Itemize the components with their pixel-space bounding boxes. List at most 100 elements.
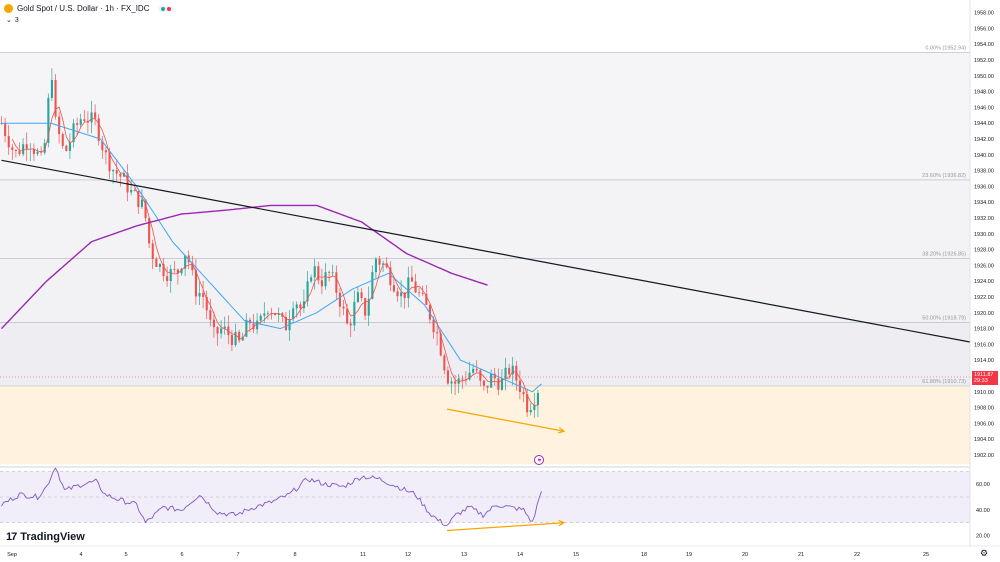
candle-body: [198, 293, 201, 297]
candle-body: [533, 405, 536, 410]
price-divergence-arrow-head: [558, 427, 566, 434]
candle-body: [144, 199, 147, 219]
candle-body: [349, 323, 352, 326]
price-tick-label: 1902.00: [974, 453, 994, 459]
rsi-tick-label: 20.00: [976, 534, 990, 540]
price-tick-label: 1934.00: [974, 200, 994, 206]
candle-body: [43, 142, 46, 153]
candle-body: [457, 378, 460, 384]
price-tick-label: 1942.00: [974, 137, 994, 143]
status-dot-red: [166, 6, 171, 11]
fib-label: 61.80% (1910.73): [922, 379, 966, 385]
candle-body: [194, 270, 197, 297]
candle-body: [389, 267, 392, 286]
time-tick-label: 19: [686, 552, 692, 558]
candle-body: [176, 269, 179, 274]
candle-body: [202, 293, 205, 297]
candle-body: [472, 368, 475, 373]
candle-body: [158, 264, 161, 267]
candle-body: [72, 123, 75, 143]
tradingview-icon: 17: [6, 531, 17, 543]
candle-body: [335, 272, 338, 293]
candle-body: [421, 293, 424, 294]
time-tick-label: 25: [923, 552, 929, 558]
candle-body: [256, 320, 259, 330]
price-tick-label: 1954.00: [974, 42, 994, 48]
candle-body: [47, 97, 50, 143]
candle-body: [295, 304, 298, 309]
fib-label: 23.60% (1936.82): [922, 173, 966, 179]
candle-body: [536, 392, 539, 406]
candle-body: [166, 276, 169, 282]
candle-body: [108, 152, 111, 172]
candle-body: [151, 243, 154, 260]
candle-body: [90, 112, 93, 123]
price-tick-label: 1922.00: [974, 295, 994, 301]
candle-body: [410, 277, 413, 282]
price-tick-label: 1940.00: [974, 153, 994, 159]
candle-body: [137, 190, 140, 208]
candle-body: [403, 292, 406, 299]
candle-body: [461, 378, 464, 380]
candle-body: [432, 319, 435, 333]
chart-legend[interactable]: Gold Spot / U.S. Dollar · 1h · FX_IDC: [4, 4, 174, 13]
candle-body: [266, 312, 269, 314]
trendline: [1, 159, 971, 343]
candle-body: [464, 378, 467, 380]
price-tick-label: 1930.00: [974, 232, 994, 238]
price-tick-label: 1950.00: [974, 74, 994, 80]
price-tick-label: 1936.00: [974, 184, 994, 190]
support-zone: [0, 385, 970, 465]
price-tick-label: 1916.00: [974, 342, 994, 348]
candle-body: [274, 313, 277, 315]
time-tick-label: 15: [573, 552, 579, 558]
candle-body: [252, 323, 255, 330]
candle-body: [112, 170, 115, 172]
settings-icon[interactable]: ⚙: [980, 548, 989, 558]
candle-body: [162, 264, 165, 277]
candle-body: [169, 269, 172, 282]
price-tick-label: 1958.00: [974, 11, 994, 17]
indicator-count: 3: [14, 16, 19, 24]
candle-body: [522, 391, 525, 395]
candle-body: [148, 218, 151, 244]
candle-body: [7, 136, 10, 148]
price-tick-label: 1928.00: [974, 248, 994, 254]
candle-body: [382, 263, 385, 265]
candle-body: [436, 332, 439, 334]
candle-body: [500, 378, 503, 390]
candle-body: [428, 304, 431, 320]
candle-body: [400, 292, 403, 297]
candle-body: [353, 302, 356, 326]
gold-coin-icon: [4, 4, 13, 13]
candle-body: [320, 280, 323, 287]
time-tick-label: 5: [124, 552, 127, 558]
candle-body: [184, 255, 187, 269]
rsi-line: [1, 467, 542, 527]
candle-body: [475, 368, 478, 371]
candle-body: [216, 327, 219, 334]
price-tick-label: 1914.00: [974, 358, 994, 364]
indicator-toggle[interactable]: ⌄ 3: [6, 16, 19, 25]
candle-body: [22, 144, 25, 155]
candle-body: [4, 123, 7, 137]
candle-body: [306, 281, 309, 302]
candle-body: [209, 310, 212, 320]
candle-body: [50, 79, 53, 98]
candle-body: [212, 319, 215, 328]
time-tick-label: Sep: [7, 552, 17, 558]
current-price-tag: 1911.87 29:33: [972, 371, 998, 385]
price-tick-label: 1906.00: [974, 421, 994, 427]
candle-body: [396, 291, 399, 297]
candle-body: [342, 306, 345, 309]
candle-body: [346, 308, 349, 324]
candle-body: [18, 151, 21, 155]
current-price: 1911.87: [974, 371, 994, 378]
candle-body: [490, 373, 493, 388]
candle-body: [122, 173, 125, 177]
candle-body: [11, 147, 14, 151]
candle-body: [425, 293, 428, 305]
candle-body: [205, 296, 208, 311]
status-dot-green: [160, 6, 165, 11]
